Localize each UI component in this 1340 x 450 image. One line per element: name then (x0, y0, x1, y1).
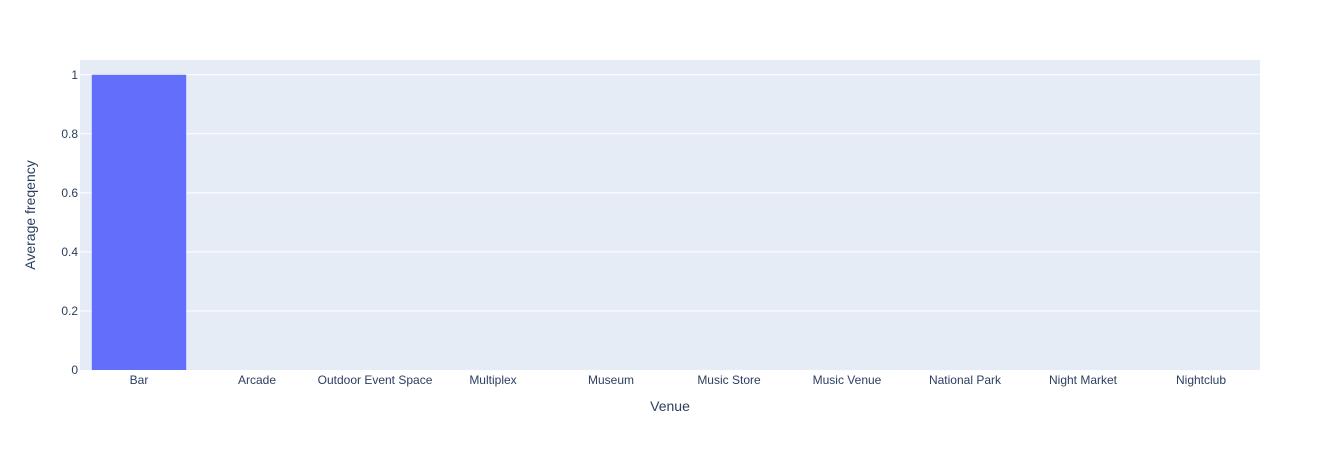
x-tick-label: Outdoor Event Space (318, 373, 433, 387)
bars (91, 74, 187, 370)
x-tick-label: Multiplex (469, 373, 516, 387)
x-tick-label: National Park (929, 373, 1002, 387)
x-tick-label: Arcade (238, 373, 276, 387)
x-tick-label: Music Venue (813, 373, 882, 387)
y-tick-label: 0.6 (61, 186, 78, 200)
plot-background (80, 60, 1260, 370)
y-tick-label: 0 (71, 363, 78, 377)
x-axis-ticks: Bar Arcade Outdoor Event Space Multiplex Mus… (130, 373, 1227, 387)
y-tick-label: 0.4 (61, 245, 78, 259)
y-tick-label: 0.8 (61, 127, 78, 141)
y-tick-label: 1 (71, 68, 78, 82)
x-tick-label: Nightclub (1176, 373, 1226, 387)
y-tick-label: 0.2 (61, 304, 78, 318)
x-tick-label: Music Store (697, 373, 761, 387)
gridlines (80, 74, 1260, 312)
y-axis-ticks: 0 0.2 0.4 0.6 0.8 1 (61, 68, 78, 377)
x-tick-label: Bar (130, 373, 149, 387)
bar-bar[interactable] (91, 74, 187, 370)
y-axis-title: Average freqency (22, 160, 38, 269)
x-tick-label: Museum (588, 373, 634, 387)
x-tick-label: Night Market (1049, 373, 1118, 387)
x-axis-title: Venue (650, 398, 690, 414)
